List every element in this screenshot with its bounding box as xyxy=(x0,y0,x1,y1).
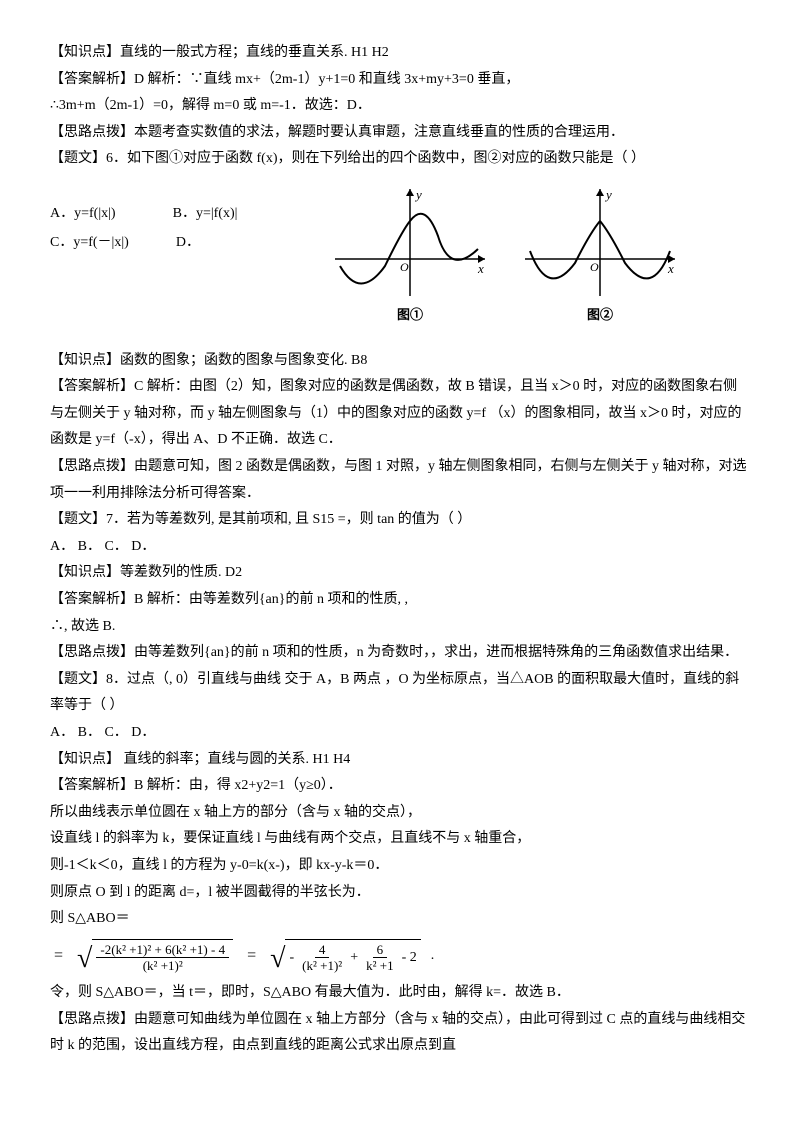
sqrt-icon: √ xyxy=(77,945,92,973)
graph-1-box: y x O 图① xyxy=(330,181,490,328)
formula-row: = √ -2(k² +1)² + 6(k² +1) - 4 (k² +1)² =… xyxy=(50,939,750,974)
problem-6-row: A．y=f(|x|) B．y=|f(x)| C．y=f(－|x|) D． y x… xyxy=(50,181,750,328)
numerator-2a: 4 xyxy=(315,942,330,959)
text-line: A． B． C． D． xyxy=(50,720,750,747)
denominator-2b: k² +1 xyxy=(362,958,397,974)
y-label: y xyxy=(604,187,612,202)
y-label: y xyxy=(414,187,422,202)
graph-1-label: 图① xyxy=(397,303,423,328)
eq-sign: = xyxy=(50,941,67,971)
text-line: ∴, 故选 B. xyxy=(50,614,750,641)
text-line: 则 S△ABO＝ xyxy=(50,906,750,933)
numerator-2b: 6 xyxy=(373,942,388,959)
origin-label: O xyxy=(400,260,409,274)
text-line: 设直线 l 的斜率为 k，要保证直线 l 与曲线有两个交点，且直线不与 x 轴重… xyxy=(50,826,750,853)
text-line: 【答案解析】B 解析：由等差数列{an}的前 n 项和的性质, , xyxy=(50,587,750,614)
option-b-text: B．y=|f(x)| xyxy=(173,206,238,221)
y-arrow xyxy=(406,189,414,196)
text-line: 【答案解析】B 解析：由，得 x2+y2=1（y≥0）． xyxy=(50,773,750,800)
text-line: 【答案解析】D 解析：∵直线 mx+（2m-1）y+1=0 和直线 3x+my+… xyxy=(50,67,750,94)
x-label: x xyxy=(667,261,674,276)
x-label: x xyxy=(477,261,484,276)
text-line: 【知识点】直线的一般式方程；直线的垂直关系. H1 H2 xyxy=(50,40,750,67)
text-line: ∴3m+m（2m-1）=0，解得 m=0 或 m=-1．故选：D． xyxy=(50,93,750,120)
option-a-text: A．y=f(|x|) xyxy=(50,206,116,221)
text-line: 则-1＜k＜0，直线 l 的方程为 y-0=k(x-)，即 kx-y-k＝0． xyxy=(50,853,750,880)
text-line: 【思路点拨】由题意可知曲线为单位圆在 x 轴上方部分（含与 x 轴的交点），由此… xyxy=(50,1007,750,1060)
graphs-column: y x O 图① y x O 图② xyxy=(330,181,750,328)
text-line: 【知识点】等差数列的性质. D2 xyxy=(50,560,750,587)
origin-label: O xyxy=(590,260,599,274)
option-c-text: C．y=f(－|x|) xyxy=(50,235,129,250)
graph-2-svg: y x O xyxy=(520,181,680,301)
denominator-2a: (k² +1)² xyxy=(298,958,346,974)
sqrt-1: √ -2(k² +1)² + 6(k² +1) - 4 (k² +1)² xyxy=(77,939,233,974)
graph-2-label: 图② xyxy=(587,303,613,328)
minus-sign: - xyxy=(289,945,294,972)
fraction-2a: 4 (k² +1)² xyxy=(298,942,346,974)
y-arrow xyxy=(596,189,604,196)
options-column: A．y=f(|x|) B．y=|f(x)| C．y=f(－|x|) D． xyxy=(50,181,330,258)
text-line: 【思路点拨】本题考查实数值的求法，解题时要认真审题，注意直线垂直的性质的合理运用… xyxy=(50,120,750,147)
option-a: A．y=f(|x|) B．y=|f(x)| xyxy=(50,201,330,228)
fraction-2b: 6 k² +1 xyxy=(362,942,397,974)
text-line: 【知识点】 直线的斜率；直线与圆的关系. H1 H4 xyxy=(50,747,750,774)
formula-suffix: . xyxy=(431,943,435,970)
text-line: 令，则 S△ABO＝，当 t＝，即时，S△ABO 有最大值为．此时由，解得 k=… xyxy=(50,980,750,1007)
problem-8: 【题文】8．过点（, 0）引直线与曲线 交于 A，B 两点 ，O 为坐标原点，当… xyxy=(50,667,750,720)
problem-7: 【题文】7．若为等差数列, 是其前项和, 且 S15 =，则 tan 的值为（ … xyxy=(50,507,750,534)
text-line: 所以曲线表示单位圆在 x 轴上方的部分（含与 x 轴的交点）， xyxy=(50,800,750,827)
problem-6: 【题文】6．如下图①对应于函数 f(x)，则在下列给出的四个函数中，图②对应的函… xyxy=(50,146,750,173)
graph-1-svg: y x O xyxy=(330,181,490,301)
text-line: 【知识点】函数的图象；函数的图象与图象变化. B8 xyxy=(50,348,750,375)
curve-2-right xyxy=(600,221,670,278)
tail-term: - 2 xyxy=(402,945,417,972)
curve-1 xyxy=(340,214,478,284)
text-line: 【思路点拨】由题意可知，图 2 函数是偶函数，与图 1 对照，y 轴左侧图象相同… xyxy=(50,454,750,507)
plus-sign: + xyxy=(350,945,358,972)
sqrt-body-2: - 4 (k² +1)² + 6 k² +1 - 2 xyxy=(285,939,420,974)
text-line: 【答案解析】C 解析：由图（2）知，图象对应的函数是偶函数，故 B 错误，且当 … xyxy=(50,374,750,454)
text-line: 则原点 O 到 l 的距离 d=，l 被半圆截得的半弦长为． xyxy=(50,880,750,907)
text-line: A． B． C． D． xyxy=(50,534,750,561)
text-line: 【思路点拨】由等差数列{an}的前 n 项和的性质，n 为奇数时，，求出，进而根… xyxy=(50,640,750,667)
sqrt-2: √ - 4 (k² +1)² + 6 k² +1 - 2 xyxy=(270,939,421,974)
fraction-1: -2(k² +1)² + 6(k² +1) - 4 (k² +1)² xyxy=(96,942,229,974)
graph-2-box: y x O 图② xyxy=(520,181,680,328)
denominator-1: (k² +1)² xyxy=(139,958,187,974)
sqrt-body-1: -2(k² +1)² + 6(k² +1) - 4 (k² +1)² xyxy=(92,939,233,974)
eq-sign: = xyxy=(243,941,260,971)
option-c: C．y=f(－|x|) D． xyxy=(50,230,330,257)
sqrt-icon: √ xyxy=(270,945,285,973)
numerator-1: -2(k² +1)² + 6(k² +1) - 4 xyxy=(96,942,229,959)
option-d-text: D． xyxy=(176,235,200,250)
